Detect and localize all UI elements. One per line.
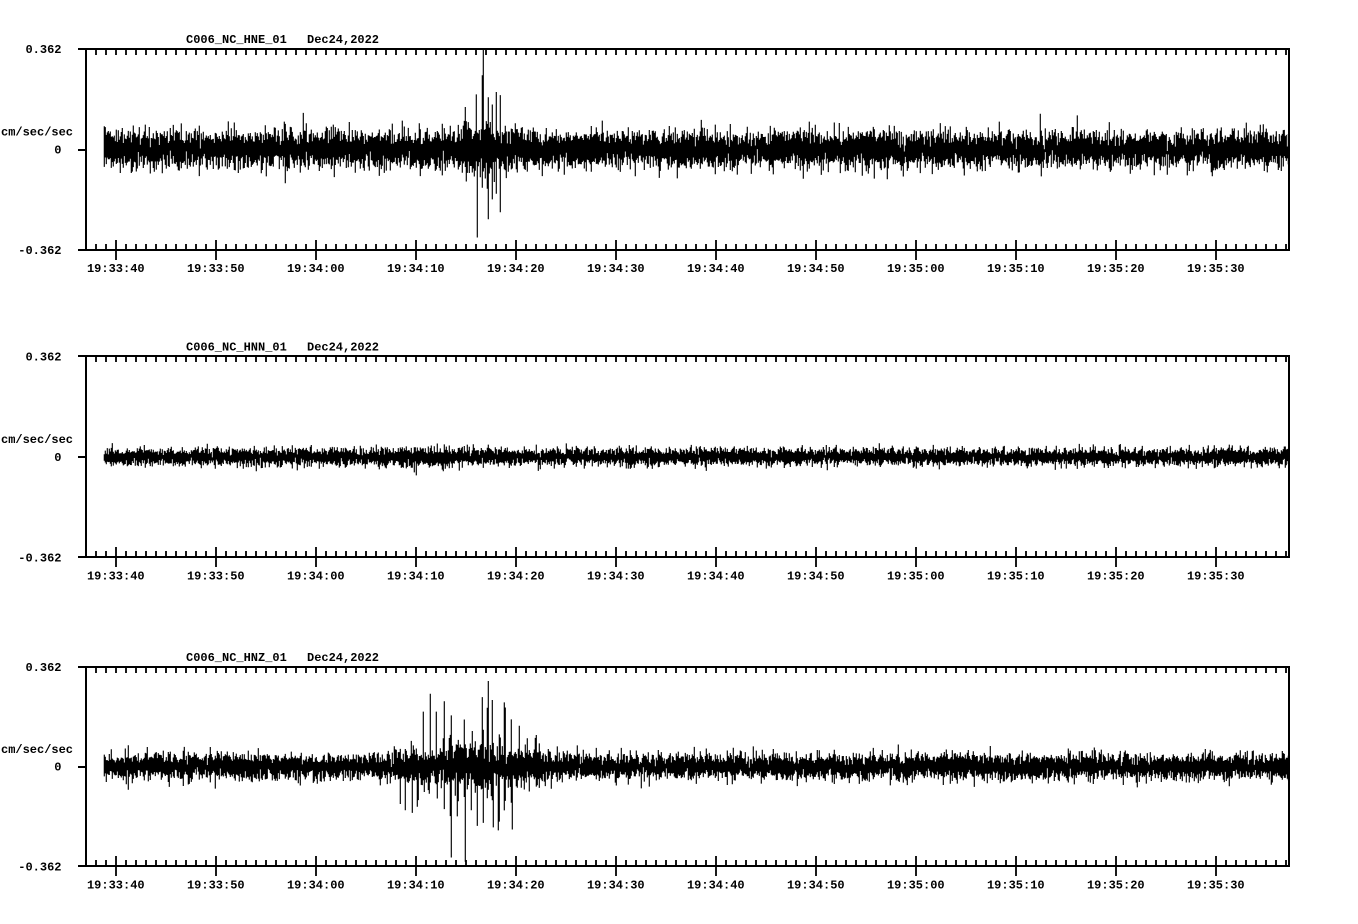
- svg-text:19:34:20: 19:34:20: [487, 569, 545, 583]
- svg-text:0: 0: [54, 451, 61, 465]
- svg-text:19:34:40: 19:34:40: [687, 262, 745, 276]
- svg-text:19:34:00: 19:34:00: [287, 879, 345, 893]
- svg-text:19:35:00: 19:35:00: [887, 569, 945, 583]
- svg-text:19:35:20: 19:35:20: [1087, 569, 1145, 583]
- svg-text:0: 0: [54, 761, 61, 775]
- svg-text:19:33:50: 19:33:50: [187, 879, 245, 893]
- svg-text:19:34:00: 19:34:00: [287, 262, 345, 276]
- svg-text:0: 0: [54, 144, 61, 158]
- svg-text:19:35:10: 19:35:10: [987, 569, 1045, 583]
- svg-text:0.362: 0.362: [25, 661, 61, 675]
- svg-text:19:34:30: 19:34:30: [587, 262, 645, 276]
- svg-text:-0.362: -0.362: [18, 551, 61, 565]
- svg-text:19:33:40: 19:33:40: [87, 569, 145, 583]
- svg-text:19:35:20: 19:35:20: [1087, 879, 1145, 893]
- svg-text:19:33:40: 19:33:40: [87, 262, 145, 276]
- svg-text:19:34:10: 19:34:10: [387, 569, 445, 583]
- svg-text:-0.362: -0.362: [18, 861, 61, 875]
- svg-text:19:35:30: 19:35:30: [1187, 879, 1245, 893]
- svg-text:19:34:40: 19:34:40: [687, 569, 745, 583]
- svg-text:19:34:50: 19:34:50: [787, 569, 845, 583]
- svg-text:19:34:10: 19:34:10: [387, 262, 445, 276]
- svg-text:19:35:20: 19:35:20: [1087, 262, 1145, 276]
- svg-text:19:34:00: 19:34:00: [287, 569, 345, 583]
- svg-text:Dec24,2022: Dec24,2022: [307, 341, 379, 355]
- svg-text:19:34:20: 19:34:20: [487, 262, 545, 276]
- svg-text:19:34:50: 19:34:50: [787, 879, 845, 893]
- svg-text:19:35:00: 19:35:00: [887, 262, 945, 276]
- svg-text:19:34:20: 19:34:20: [487, 879, 545, 893]
- svg-text:19:33:50: 19:33:50: [187, 262, 245, 276]
- svg-text:19:33:50: 19:33:50: [187, 569, 245, 583]
- svg-text:19:35:00: 19:35:00: [887, 879, 945, 893]
- svg-text:0.362: 0.362: [25, 43, 61, 57]
- svg-text:C006_NC_HNZ_01: C006_NC_HNZ_01: [186, 651, 287, 665]
- svg-text:Dec24,2022: Dec24,2022: [307, 651, 379, 665]
- svg-text:-0.362: -0.362: [18, 244, 61, 258]
- svg-text:19:33:40: 19:33:40: [87, 879, 145, 893]
- svg-text:cm/sec/sec: cm/sec/sec: [1, 433, 73, 447]
- svg-text:19:34:30: 19:34:30: [587, 569, 645, 583]
- svg-text:19:35:30: 19:35:30: [1187, 262, 1245, 276]
- svg-text:0.362: 0.362: [25, 351, 61, 365]
- svg-text:C006_NC_HNN_01: C006_NC_HNN_01: [186, 341, 287, 355]
- svg-text:19:34:10: 19:34:10: [387, 879, 445, 893]
- svg-text:C006_NC_HNE_01: C006_NC_HNE_01: [186, 33, 287, 47]
- svg-text:19:34:50: 19:34:50: [787, 262, 845, 276]
- svg-text:19:34:30: 19:34:30: [587, 879, 645, 893]
- svg-text:19:35:10: 19:35:10: [987, 262, 1045, 276]
- svg-text:19:35:10: 19:35:10: [987, 879, 1045, 893]
- svg-text:cm/sec/sec: cm/sec/sec: [1, 126, 73, 140]
- svg-text:19:34:40: 19:34:40: [687, 879, 745, 893]
- svg-text:cm/sec/sec: cm/sec/sec: [1, 743, 73, 757]
- svg-text:19:35:30: 19:35:30: [1187, 569, 1245, 583]
- svg-text:Dec24,2022: Dec24,2022: [307, 33, 379, 47]
